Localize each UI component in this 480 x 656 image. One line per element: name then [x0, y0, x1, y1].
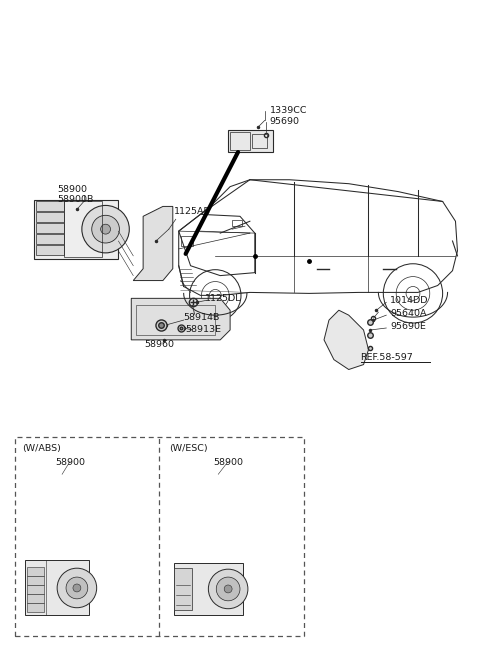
Bar [14, 437, 304, 636]
Bar [36, 245, 64, 255]
Bar [232, 220, 242, 226]
Bar [252, 134, 267, 148]
Circle shape [216, 577, 240, 601]
Bar [136, 305, 216, 335]
Text: (W/ESC): (W/ESC) [169, 443, 207, 453]
Circle shape [57, 568, 96, 607]
Bar [64, 201, 102, 257]
Bar [36, 234, 64, 244]
Circle shape [224, 585, 232, 593]
Bar [36, 201, 64, 211]
Circle shape [208, 569, 248, 609]
Bar [180, 236, 192, 246]
Circle shape [73, 584, 81, 592]
Bar [26, 603, 44, 611]
Text: 95690: 95690 [270, 117, 300, 127]
Text: 95640A: 95640A [390, 309, 427, 318]
Text: 1014DD: 1014DD [390, 296, 429, 305]
Polygon shape [133, 207, 173, 281]
Bar [26, 585, 44, 594]
Circle shape [101, 224, 110, 234]
Text: 58900B: 58900B [57, 195, 94, 205]
Bar [174, 568, 192, 609]
Text: 58900: 58900 [55, 459, 85, 468]
Text: 58913E: 58913E [186, 325, 222, 335]
Text: 58960: 58960 [144, 340, 174, 349]
Bar [35, 199, 119, 259]
Text: 1125DL: 1125DL [205, 294, 242, 303]
Text: 58900: 58900 [57, 184, 87, 194]
Bar [26, 594, 44, 603]
Bar [26, 576, 44, 585]
Bar [230, 133, 250, 150]
Text: 58914B: 58914B [184, 313, 220, 321]
Polygon shape [324, 310, 369, 369]
Bar [36, 213, 64, 222]
Text: 1125AB: 1125AB [174, 207, 211, 216]
Text: REF.58-597: REF.58-597 [360, 353, 413, 362]
Bar [228, 131, 273, 152]
Text: 1339CC: 1339CC [270, 106, 307, 115]
Text: (W/ABS): (W/ABS) [23, 443, 61, 453]
Bar [24, 560, 89, 615]
Text: 95690E: 95690E [390, 321, 426, 331]
Circle shape [66, 577, 88, 599]
Bar [174, 564, 243, 615]
Bar [36, 223, 64, 233]
Circle shape [92, 215, 120, 243]
Bar [26, 567, 44, 576]
Circle shape [82, 205, 129, 253]
Polygon shape [131, 298, 230, 340]
Text: 58900: 58900 [213, 459, 243, 468]
